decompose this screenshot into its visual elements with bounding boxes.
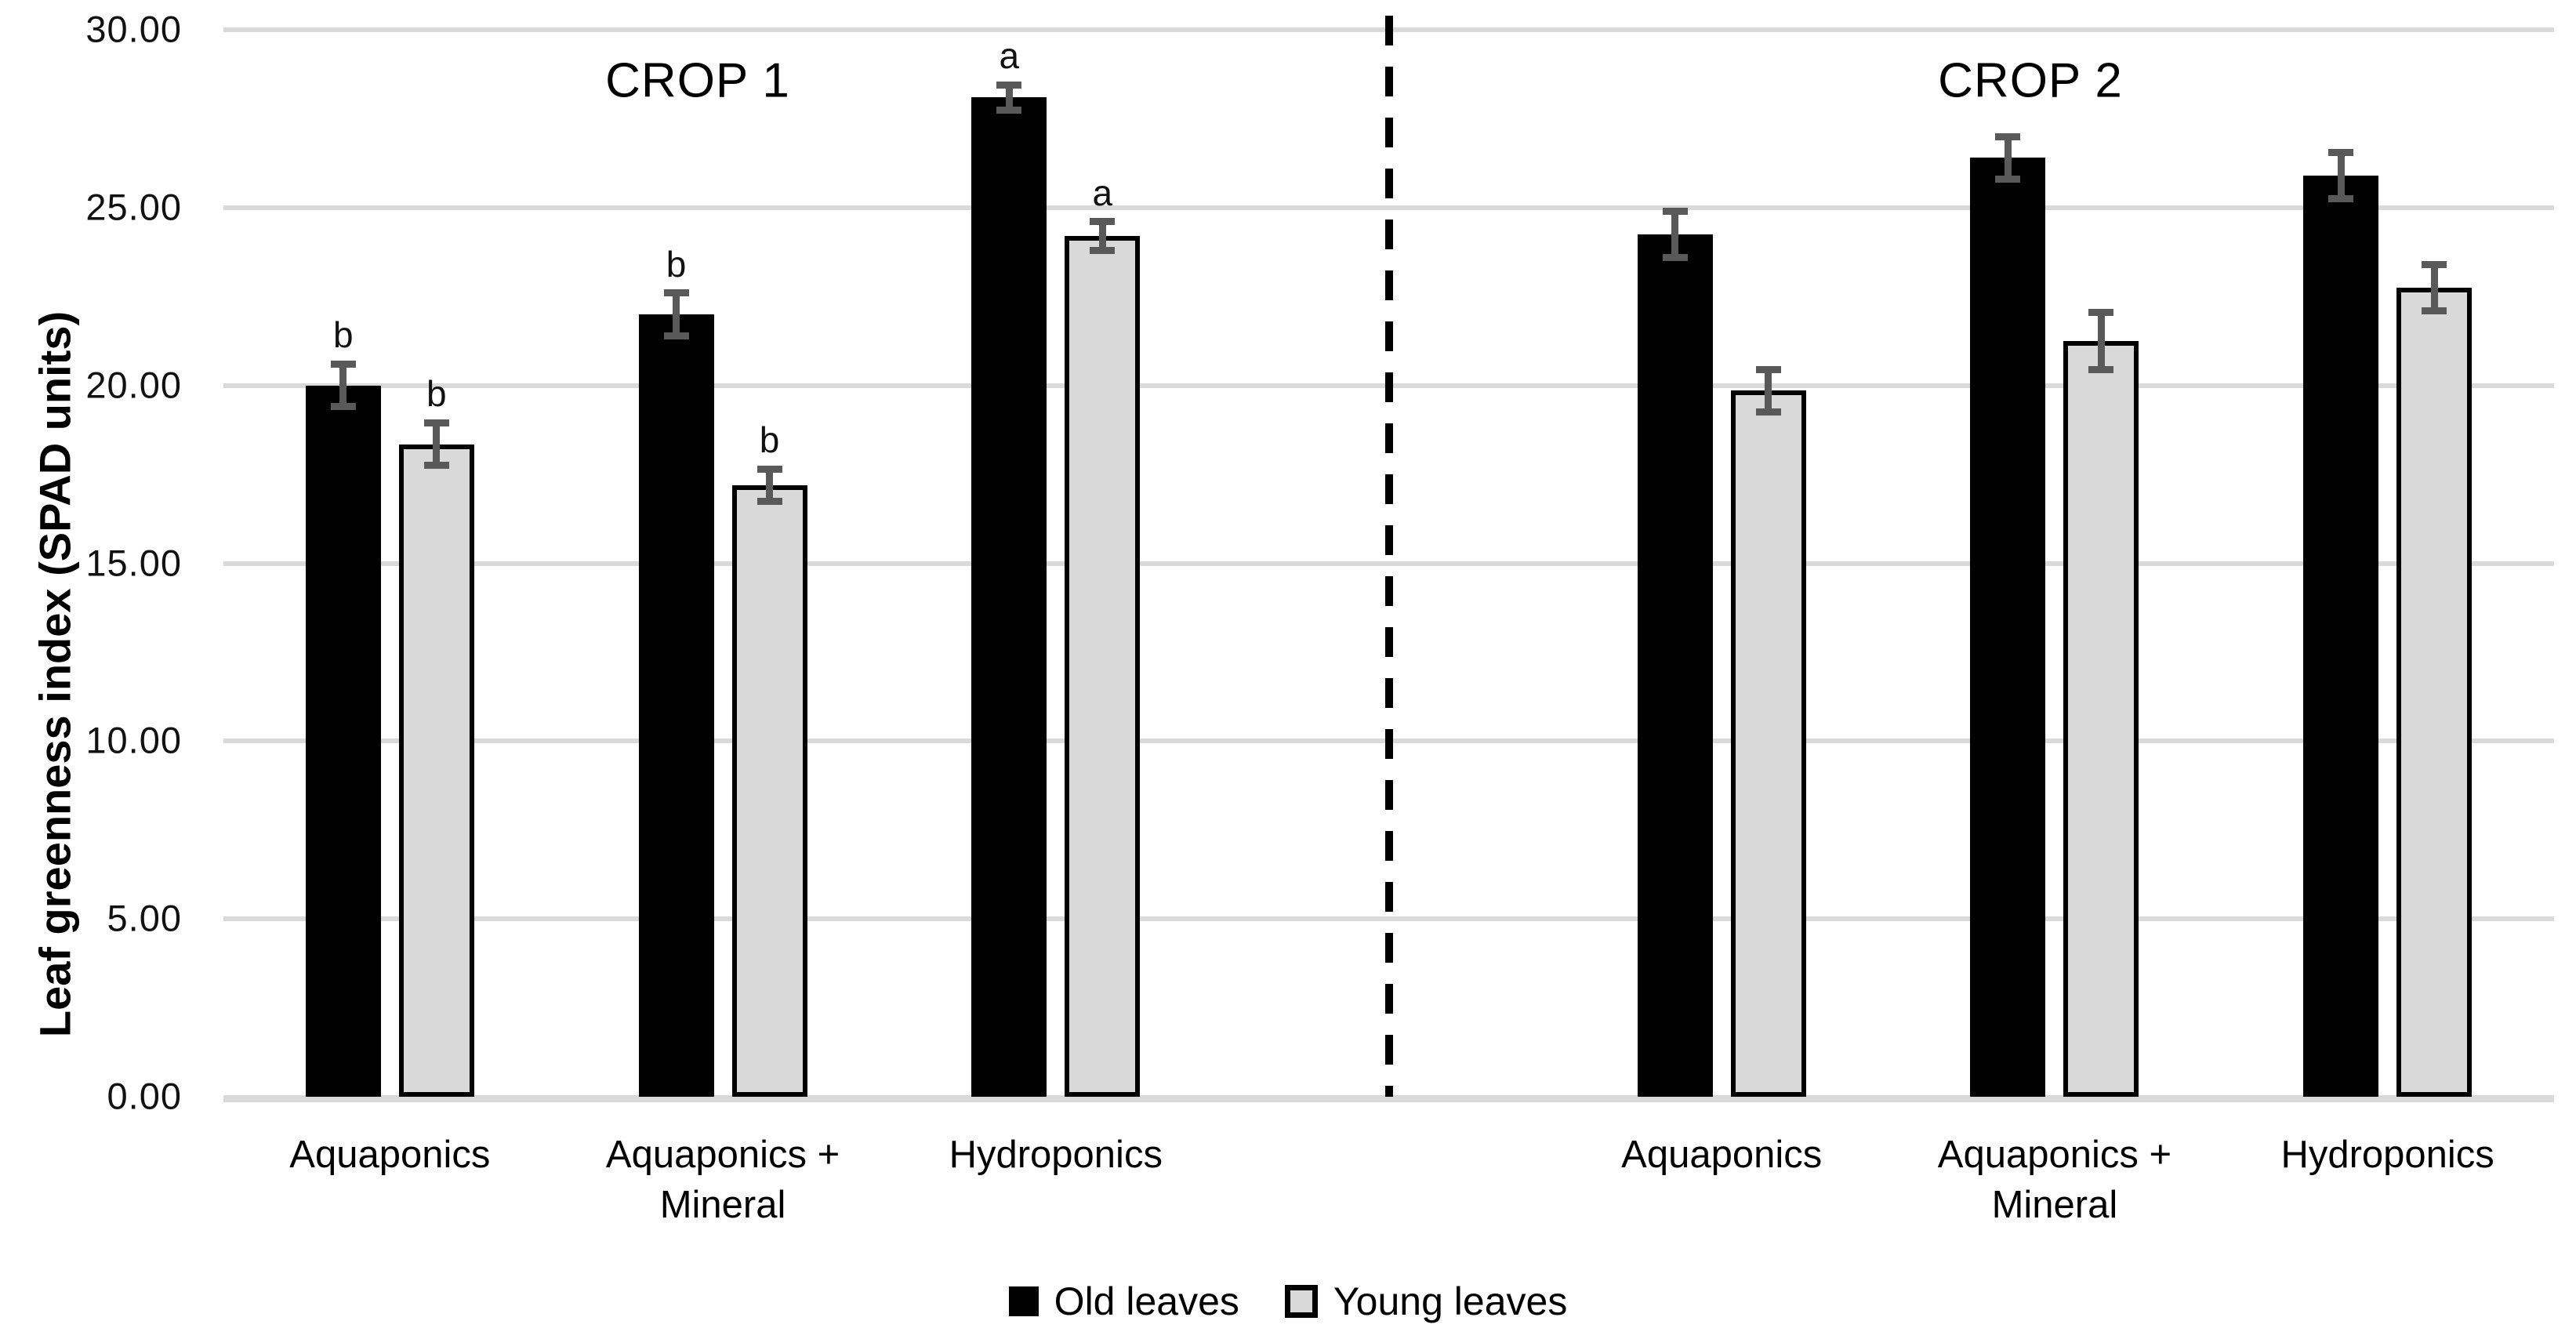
y-tick-label: 5.00 [107, 897, 182, 939]
error-bar-stem [2004, 136, 2012, 180]
category-label: Aquaponics [289, 1134, 491, 1176]
y-tick-label: 20.00 [85, 364, 182, 406]
y-tick-label: 10.00 [85, 719, 182, 761]
error-bar-cap [423, 462, 449, 470]
y-tick-label: 30.00 [85, 8, 182, 50]
significance-letter: b [333, 314, 354, 356]
x-axis-line [223, 1095, 2554, 1102]
error-bar-cap [1755, 365, 1781, 373]
error-bar-stem [1005, 85, 1013, 111]
significance-letter: a [1092, 172, 1113, 213]
category-label: Hydroponics [949, 1134, 1163, 1176]
error-bar-cap [756, 497, 782, 505]
legend-label: Old leaves [1054, 1279, 1239, 1323]
bar-old-leaves [638, 314, 714, 1097]
bar-old-leaves [1970, 158, 2046, 1097]
error-bar-cap [330, 360, 356, 368]
error-bar-cap [1090, 246, 1116, 254]
error-bar-cap [2328, 194, 2354, 202]
category-label: Hydroponics [2280, 1134, 2494, 1176]
legend-label: Young leaves [1333, 1279, 1568, 1323]
error-bar-cap [1755, 408, 1781, 416]
error-bar-stem [1098, 221, 1106, 251]
bar-young-leaves [1065, 236, 1141, 1097]
error-bar-cap [663, 289, 689, 297]
legend-swatch-old-leaves [1008, 1286, 1039, 1316]
significance-letter: b [666, 243, 687, 285]
category-label: Aquaponics + Mineral [605, 1134, 840, 1226]
error-bar-cap [2088, 309, 2114, 317]
error-bar-cap [663, 332, 689, 339]
error-bar-cap [2328, 149, 2354, 156]
significance-letter: b [759, 419, 780, 461]
error-bar-cap [423, 419, 449, 426]
bar-young-leaves [731, 484, 807, 1097]
legend-swatch-young-leaves [1284, 1285, 1318, 1318]
bar-old-leaves [305, 385, 381, 1097]
bar-young-leaves [1730, 390, 1806, 1097]
y-tick-label: 25.00 [85, 186, 182, 228]
y-tick-label: 0.00 [107, 1075, 182, 1117]
error-bar-cap [756, 465, 782, 473]
error-bar-stem [1671, 211, 1679, 258]
error-bar-cap [2422, 260, 2447, 268]
crop1-title: CROP 1 [605, 53, 790, 108]
error-bar-cap [2088, 365, 2114, 373]
significance-letter: a [999, 35, 1020, 77]
error-bar-stem [433, 423, 441, 466]
error-bar-cap [1995, 132, 2021, 140]
crop2-title: CROP 2 [1938, 53, 2123, 108]
bar-young-leaves [2396, 287, 2473, 1097]
crop-divider-dashed-line [1384, 16, 1393, 1097]
legend: Old leaves Young leaves [0, 1272, 2576, 1331]
error-bar-stem [339, 364, 347, 407]
error-bar-cap [1662, 207, 1688, 215]
category-label: Aquaponics [1621, 1134, 1823, 1176]
legend-item: Old leaves [1008, 1279, 1239, 1324]
error-bar-cap [996, 106, 1022, 114]
significance-letter: b [426, 373, 447, 415]
error-bar-cap [1995, 176, 2021, 183]
bar-old-leaves [1637, 234, 1713, 1097]
y-tick-label: 15.00 [85, 541, 182, 583]
error-bar-cap [1662, 253, 1688, 261]
error-bar-stem [766, 469, 774, 502]
error-bar-cap [330, 403, 356, 411]
bar-old-leaves [2303, 176, 2379, 1097]
error-bar-stem [2337, 152, 2345, 199]
error-bar-cap [996, 81, 1022, 89]
error-bar-stem [1765, 369, 1772, 412]
category-label: Aquaponics + Mineral [1937, 1134, 2172, 1226]
bar-young-leaves [2063, 340, 2139, 1097]
error-bar-stem [2097, 312, 2105, 370]
legend-item: Young leaves [1284, 1279, 1568, 1324]
bar-old-leaves [971, 97, 1047, 1097]
error-bar-cap [1090, 218, 1116, 226]
error-bar-stem [2430, 264, 2438, 311]
error-bar-stem [673, 292, 680, 336]
error-bar-cap [2422, 307, 2447, 314]
bar-young-leaves [398, 444, 474, 1097]
